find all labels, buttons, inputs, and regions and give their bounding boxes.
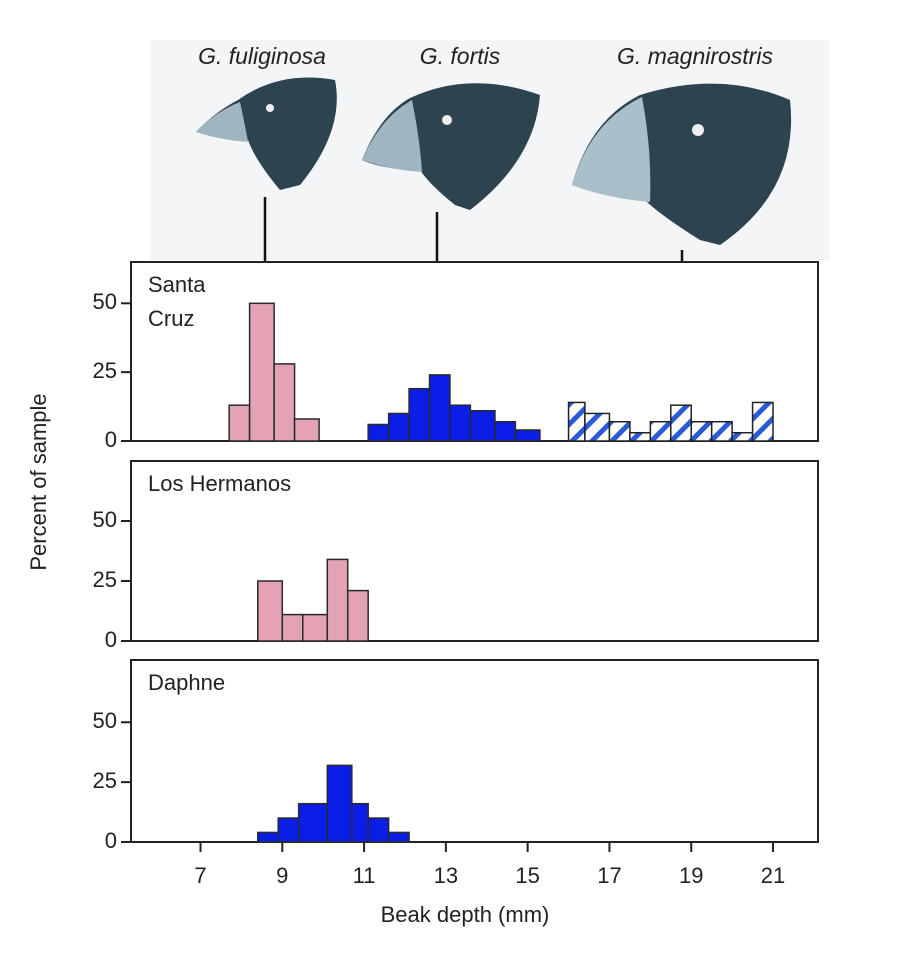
panel-label: Cruz [148, 306, 194, 331]
y-tick-label: 25 [93, 567, 117, 592]
y-tick-label: 50 [93, 708, 117, 733]
species-label: G. magnirostris [617, 43, 773, 69]
histogram-bar [387, 831, 410, 843]
histogram-bar [293, 418, 320, 442]
histogram-bar [428, 374, 451, 442]
histogram-bar [257, 831, 279, 843]
y-tick-label: 50 [93, 289, 117, 314]
histogram-bar [608, 420, 631, 442]
x-tick-label: 21 [761, 863, 785, 888]
x-tick-label: 17 [597, 863, 621, 888]
histogram-bar [297, 802, 329, 843]
x-tick-label: 7 [194, 863, 206, 888]
finch-head [362, 83, 540, 210]
panel-frame [130, 460, 819, 642]
histogram-bar [346, 589, 369, 642]
histogram-bar [281, 613, 304, 642]
histogram-bar [731, 431, 754, 442]
histogram-bar [494, 420, 517, 442]
x-tick-label: 15 [515, 863, 539, 888]
finch-head [196, 77, 337, 190]
x-tick-label: 13 [434, 863, 458, 888]
species-label: G. fortis [420, 43, 501, 69]
x-tick-label: 9 [276, 863, 288, 888]
histogram-bar [690, 420, 713, 442]
histogram-bar [710, 420, 733, 442]
histogram-bar [408, 387, 431, 442]
histogram-bar [257, 580, 284, 642]
histogram-bar [326, 558, 349, 642]
histogram-bar [469, 409, 496, 442]
finch-head [572, 83, 792, 246]
histogram-bar [751, 401, 774, 442]
panel-label: Santa [148, 272, 206, 297]
histogram-bar [351, 802, 369, 843]
histogram-bar [367, 817, 390, 843]
histogram-bar [567, 401, 586, 442]
y-tick-label: 0 [105, 427, 117, 452]
histogram-bar [629, 431, 652, 442]
histogram-bar [326, 764, 353, 843]
histogram-bar [670, 404, 692, 442]
histogram-bar [228, 404, 251, 442]
histogram-bar [514, 429, 541, 442]
histogram-bar [273, 363, 296, 442]
y-tick-label: 0 [105, 828, 117, 853]
histogram-bar [449, 404, 472, 442]
histogram-bar [584, 412, 611, 442]
histogram-bar [277, 817, 300, 843]
y-tick-label: 50 [93, 507, 117, 532]
y-axis-label: Percent of sample [26, 393, 51, 570]
panel-frame [130, 659, 819, 843]
histogram-bar [649, 420, 672, 442]
histogram-bar [248, 302, 275, 442]
histogram-bar [302, 613, 329, 642]
histogram-bar [387, 412, 410, 442]
panel-label: Los Hermanos [148, 471, 291, 496]
y-tick-label: 25 [93, 358, 117, 383]
panel-label: Daphne [148, 670, 225, 695]
x-axis-label: Beak depth (mm) [381, 902, 550, 927]
x-tick-label: 11 [353, 863, 376, 888]
species-label: G. fuliginosa [198, 43, 326, 69]
y-tick-label: 25 [93, 768, 117, 793]
x-tick-label: 19 [679, 863, 703, 888]
histogram-bar [367, 423, 390, 442]
y-tick-label: 0 [105, 627, 117, 652]
